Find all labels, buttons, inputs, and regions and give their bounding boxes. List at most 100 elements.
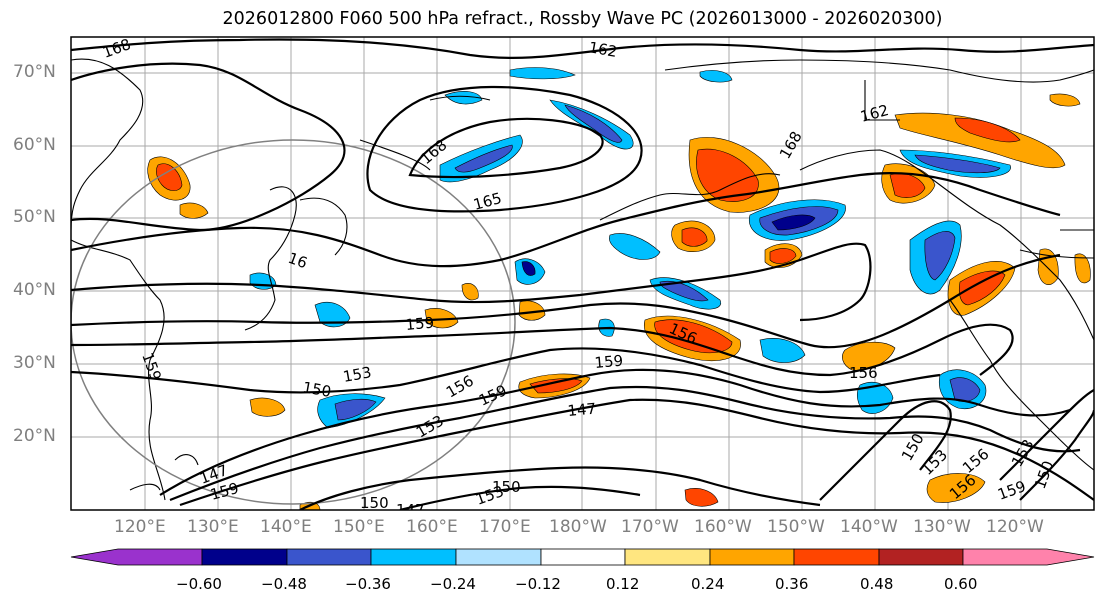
colorbar-tick: −0.12 (515, 575, 561, 593)
anomaly-blob (521, 261, 536, 276)
anomaly-shading (147, 67, 1091, 510)
contour-label: 150 (360, 494, 389, 512)
colorbar-segment (624, 548, 711, 566)
anomaly-blob (314, 301, 351, 328)
lon-label: 160°W (694, 517, 752, 537)
anomaly-blob (659, 280, 709, 302)
colorbar-segment (201, 548, 288, 566)
contour-label: 162 (858, 101, 890, 126)
map-frame (70, 36, 1095, 511)
lon-label: 150°W (767, 517, 825, 537)
colorbar-segment (793, 548, 880, 566)
contour-label: 147 (567, 400, 597, 420)
anomaly-blob (699, 70, 733, 83)
colorbar-segment (962, 548, 1095, 566)
map-title: 2026012800 F060 500 hPa refract., Rossby… (222, 9, 943, 29)
contour-label: 150 (492, 478, 521, 496)
anomaly-blob (926, 473, 986, 503)
anomaly-blob (684, 488, 719, 507)
contour-label: 159 (405, 314, 435, 334)
lat-label: 50°N (13, 207, 56, 227)
anomaly-blob (249, 397, 286, 417)
lon-label: 120°E (114, 517, 166, 537)
colorbar-segment (455, 548, 542, 566)
contour-label: 168 (776, 128, 806, 162)
lon-label: 170°W (621, 517, 679, 537)
anomaly-blob (1049, 93, 1081, 107)
contour-label: 159 (995, 477, 1028, 504)
height-contours (71, 38, 1094, 510)
anomaly-blob (461, 283, 479, 301)
colorbar-segment (540, 548, 626, 566)
anomaly-blob (424, 308, 459, 329)
anomaly-blob (769, 248, 797, 264)
contour-label: 150 (898, 430, 928, 464)
colorbar-segment (878, 548, 964, 566)
anomaly-blob (954, 117, 1021, 143)
lon-label: 160°E (406, 517, 458, 537)
lon-label: 150°E (333, 517, 385, 537)
anomaly-blob (1074, 253, 1091, 284)
reference-circle (71, 139, 516, 505)
anomaly-blob (771, 214, 816, 231)
lat-label: 30°N (13, 353, 56, 373)
anomaly-blob (179, 202, 209, 219)
contour-label: 162 (587, 38, 618, 61)
lon-label: 140°W (840, 517, 898, 537)
contour-label: 153 (918, 446, 951, 479)
anomaly-blob (518, 300, 546, 321)
lat-label: 60°N (13, 135, 56, 155)
contour-label: 159 (594, 352, 624, 372)
contour-label: 150 (301, 378, 332, 401)
anomaly-blob (958, 270, 1006, 306)
colorbar-segment (70, 548, 203, 566)
lat-label: 20°N (13, 426, 56, 446)
contour-label: 156 (959, 445, 993, 477)
lon-label: 180°W (549, 517, 607, 537)
lon-label: 170°E (479, 517, 531, 537)
anomaly-blob (509, 67, 576, 80)
anomaly-blob (696, 148, 759, 202)
colorbar-tick: 0.48 (860, 575, 894, 593)
contour-label: 147 (396, 501, 425, 519)
anomaly-blob (609, 233, 661, 260)
anomaly-blob (924, 231, 956, 281)
lat-label: 40°N (13, 280, 56, 300)
colorbar-tick: 0.12 (606, 575, 640, 593)
colorbar-tick: −0.24 (430, 575, 476, 593)
colorbar-tick: −0.36 (345, 575, 391, 593)
lon-label: 130°E (187, 517, 239, 537)
anomaly-blob (334, 398, 377, 421)
contour-label: 153 (1008, 436, 1038, 470)
contour-label: 156 (849, 364, 878, 382)
anomaly-blob (759, 338, 806, 363)
anomaly-blob (156, 163, 183, 191)
anomaly-blob (654, 319, 733, 354)
colorbar-tick: 0.60 (944, 575, 978, 593)
lon-label: 130°W (913, 517, 971, 537)
anomaly-blob (564, 104, 623, 143)
contour-label: 16 (286, 249, 310, 272)
contour-label: 156 (443, 372, 477, 402)
colorbar-tick: 0.24 (691, 575, 725, 593)
lat-label: 70°N (13, 62, 56, 82)
anomaly-blob (444, 91, 483, 105)
anomaly-blob (914, 154, 1001, 174)
colorbar (70, 548, 1095, 566)
colorbar-segment (286, 548, 372, 566)
colorbar-tick: −0.48 (261, 575, 307, 593)
contour-label: 168 (100, 35, 133, 62)
anomaly-blob (681, 227, 708, 247)
anomaly-blob (454, 144, 513, 173)
anomaly-blob (529, 378, 583, 394)
coastlines (71, 58, 1094, 501)
lon-label: 140°E (260, 517, 312, 537)
contour-label: 153 (342, 363, 373, 386)
anomaly-blob (894, 112, 1066, 169)
colorbar-segment (370, 548, 457, 566)
lon-label: 120°W (986, 517, 1044, 537)
contour-label: 159 (476, 381, 510, 409)
colorbar-tick: 0.36 (775, 575, 809, 593)
colorbar-tick: −0.60 (176, 575, 222, 593)
